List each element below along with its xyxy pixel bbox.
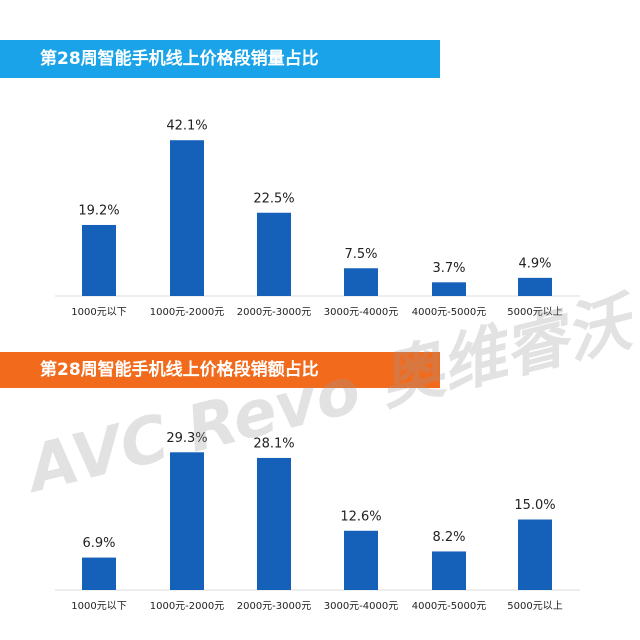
bar [82,224,116,296]
category-label: 2000元-3000元 [237,307,312,318]
value-label: 6.9% [82,536,115,551]
title-banner [0,352,440,388]
bar [432,282,466,296]
category-label: 1000元-2000元 [150,307,225,318]
value-label: 29.3% [166,431,207,446]
category-label: 1000元以下 [71,307,126,318]
category-label: 3000元-4000元 [324,307,399,318]
value-label: 12.6% [340,509,381,524]
bar [82,557,116,590]
value-label: 28.1% [253,436,294,451]
category-label: 5000元以上 [507,306,562,318]
category-label: 4000元-5000元 [412,601,487,612]
bar [170,140,204,296]
category-label: 2000元-3000元 [237,601,312,612]
title-banner [0,40,440,78]
category-label: 3000元-4000元 [324,601,399,612]
value-label: 4.9% [518,256,551,271]
chart-title: 第28周智能手机线上价格段销量占比 [40,48,319,69]
bar [344,530,378,590]
value-label: 15.0% [514,498,555,513]
category-label: 1000元-2000元 [150,601,225,612]
bar [170,452,204,590]
value-label: 22.5% [253,191,294,206]
category-label: 4000元-5000元 [412,307,487,318]
bar [432,551,466,590]
category-label: 1000元以下 [71,601,126,612]
value-label: 8.2% [432,530,465,545]
bar [518,519,552,590]
category-label: 5000元以上 [507,600,562,612]
value-label: 3.7% [432,261,465,276]
bar [257,457,291,590]
value-label: 19.2% [78,203,119,218]
value-label: 42.1% [166,119,207,134]
bar [344,268,378,296]
bar [257,212,291,296]
value-label: 7.5% [344,247,377,262]
chart-title: 第28周智能手机线上价格段销额占比 [40,359,319,380]
bar [518,277,552,296]
